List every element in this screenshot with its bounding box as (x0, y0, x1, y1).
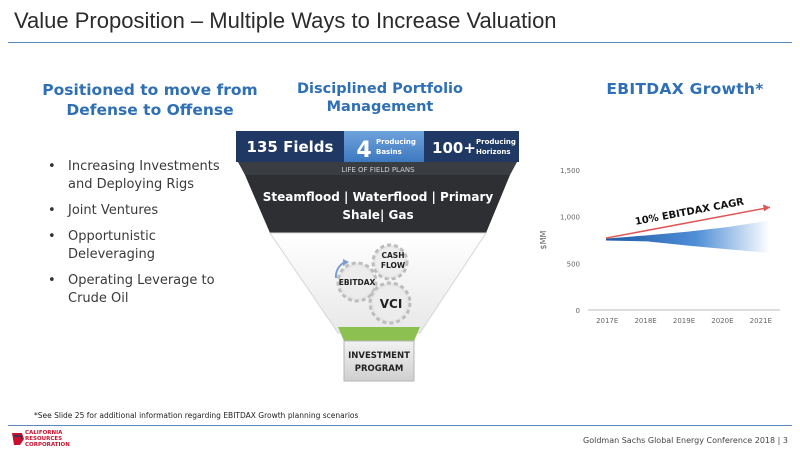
fields-cell (236, 131, 344, 162)
y-tick-label: 0 (576, 307, 580, 315)
horizons-label-1: Producing (476, 138, 516, 146)
funnel-cone (269, 232, 487, 334)
ebitdax-heading: EBITDAX Growth* (606, 80, 764, 98)
logo-line-2: RESOURCES (25, 436, 63, 442)
fields-label: 135 Fields (247, 138, 334, 156)
life-of-field-label: LIFE OF FIELD PLANS (341, 166, 415, 174)
investment-program-line-1: INVESTMENT (348, 351, 410, 361)
basins-label-1: Producing (376, 138, 416, 146)
bullet-item: Operating Leverage to Crude Oil (46, 272, 246, 308)
page-number: 3 (782, 436, 788, 445)
footer-divider (8, 425, 792, 426)
left-heading: Positioned to move from Defense to Offen… (42, 81, 258, 119)
slide-title: Value Proposition – Multiple Ways to Inc… (14, 8, 557, 33)
logo-line-1: CALIFORNIA (25, 430, 63, 436)
ebitdax-range-area (606, 220, 770, 254)
y-tick-label: 1,000 (560, 214, 580, 222)
horizons-cell (424, 131, 519, 162)
x-tick-label: 2020E (711, 317, 733, 325)
cash-flow-label-1: CASH (382, 251, 405, 260)
horizons-label-2: Horizons (476, 148, 511, 156)
methods-line-1: Steamflood | Waterflood | Primary (263, 190, 494, 204)
bullet-list: Increasing Investments and Deploying Rig… (46, 158, 246, 316)
ebitdax-chart: 0 500 1,000 1,500 2017E 2018E 2019E 2020E 2021E $… (539, 167, 780, 325)
basins-cell (344, 131, 424, 162)
x-tick-label: 2021E (750, 317, 772, 325)
green-band (338, 327, 420, 341)
x-tick-label: 2017E (596, 317, 618, 325)
footer-separator: | (777, 436, 783, 445)
company-logo-icon (12, 433, 24, 445)
investment-program-box (343, 340, 415, 382)
y-axis-label: $MM (539, 230, 548, 249)
basins-label-2: Basins (376, 148, 402, 156)
cash-flow-label-2: FLOW (381, 261, 406, 270)
horizons-number: 100+ (432, 139, 476, 157)
methods-band (245, 175, 510, 233)
cagr-arrow-line (605, 206, 771, 239)
x-tick-label: 2019E (673, 317, 695, 325)
bullet-item: Opportunistic Deleveraging (46, 228, 246, 264)
conference-footer: Goldman Sachs Global Energy Conference 2… (583, 436, 788, 445)
basins-number: 4 (356, 138, 371, 163)
methods-line-2: Shale| Gas (342, 208, 413, 222)
footnote: *See Slide 25 for additional information… (34, 411, 359, 420)
title-divider (8, 42, 792, 43)
x-tick-label: 2018E (634, 317, 656, 325)
bullet-item: Increasing Investments and Deploying Rig… (46, 158, 246, 194)
ebitdax-gear-icon (336, 261, 378, 303)
conference-name: Goldman Sachs Global Energy Conference 2… (583, 436, 776, 445)
vci-gear-icon (368, 281, 412, 325)
investment-program-line-2: PROGRAM (355, 364, 404, 374)
ebitdax-gear-label: EBITDAX (339, 278, 376, 287)
bullet-item: Joint Ventures (46, 202, 246, 220)
company-logo-text: CALIFORNIA RESOURCES CORPORATION (25, 430, 70, 448)
rotation-arrowhead-icon (343, 259, 349, 266)
middle-heading: Disciplined Portfolio Management (297, 81, 463, 115)
y-tick-label: 1,500 (560, 167, 580, 175)
logo-line-3: CORPORATION (25, 442, 70, 448)
cagr-label: 10% EBITDAX CAGR (634, 197, 745, 228)
life-of-field-band (238, 162, 517, 175)
vci-gear-label: VCI (380, 297, 403, 311)
y-tick-label: 500 (567, 260, 580, 268)
cagr-arrowhead-icon (763, 204, 770, 212)
cash-flow-gear-icon (371, 243, 409, 281)
